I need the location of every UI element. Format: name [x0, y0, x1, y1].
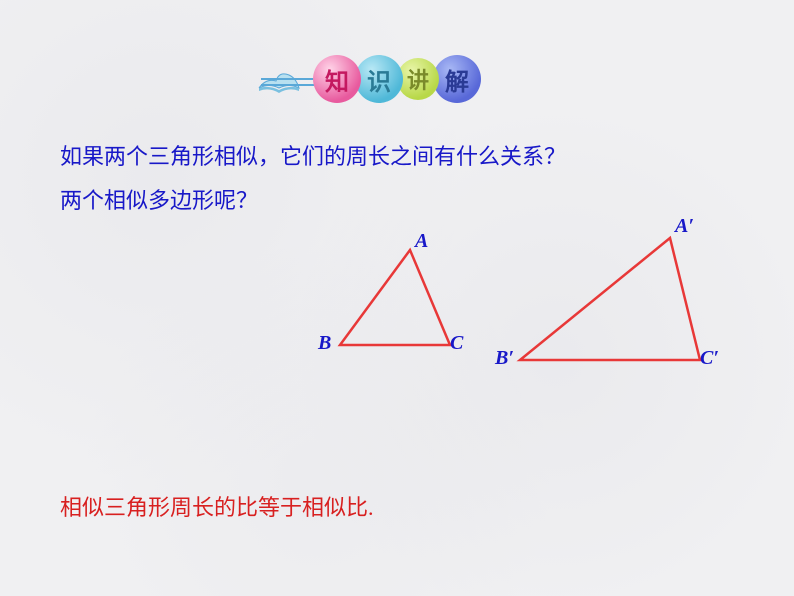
- label-B: B: [318, 332, 331, 355]
- char-3: 讲: [407, 63, 429, 95]
- question-text: 如果两个三角形相似，它们的周长之间有什么关系？ 两个相似多边形呢？: [60, 135, 566, 223]
- label-A-prime: A′: [675, 215, 694, 238]
- circle-shi: 识: [355, 55, 403, 103]
- circle-jiang: 讲: [397, 58, 439, 100]
- circle-zhi: 知: [313, 55, 361, 103]
- circle-jie: 解: [433, 55, 481, 103]
- label-C: C: [450, 332, 463, 355]
- question-line2: 两个相似多边形呢？: [60, 179, 566, 223]
- title-circles: 知 识 讲 解: [316, 55, 478, 103]
- label-B-prime: B′: [495, 347, 514, 370]
- triangle-right: [520, 238, 700, 360]
- question-line1: 如果两个三角形相似，它们的周长之间有什么关系？: [60, 135, 566, 179]
- triangle-left: [340, 250, 450, 345]
- header-title: 知 识 讲 解: [316, 55, 478, 103]
- char-2: 识: [367, 62, 391, 97]
- header-lines: [261, 75, 321, 95]
- triangles-diagram: A B C A′ B′ C′: [300, 230, 740, 395]
- char-1: 知: [325, 62, 349, 97]
- conclusion-text: 相似三角形周长的比等于相似比.: [60, 490, 374, 522]
- label-C-prime: C′: [700, 347, 719, 370]
- triangles-svg: [300, 230, 740, 390]
- label-A: A: [415, 230, 428, 253]
- char-4: 解: [445, 62, 469, 97]
